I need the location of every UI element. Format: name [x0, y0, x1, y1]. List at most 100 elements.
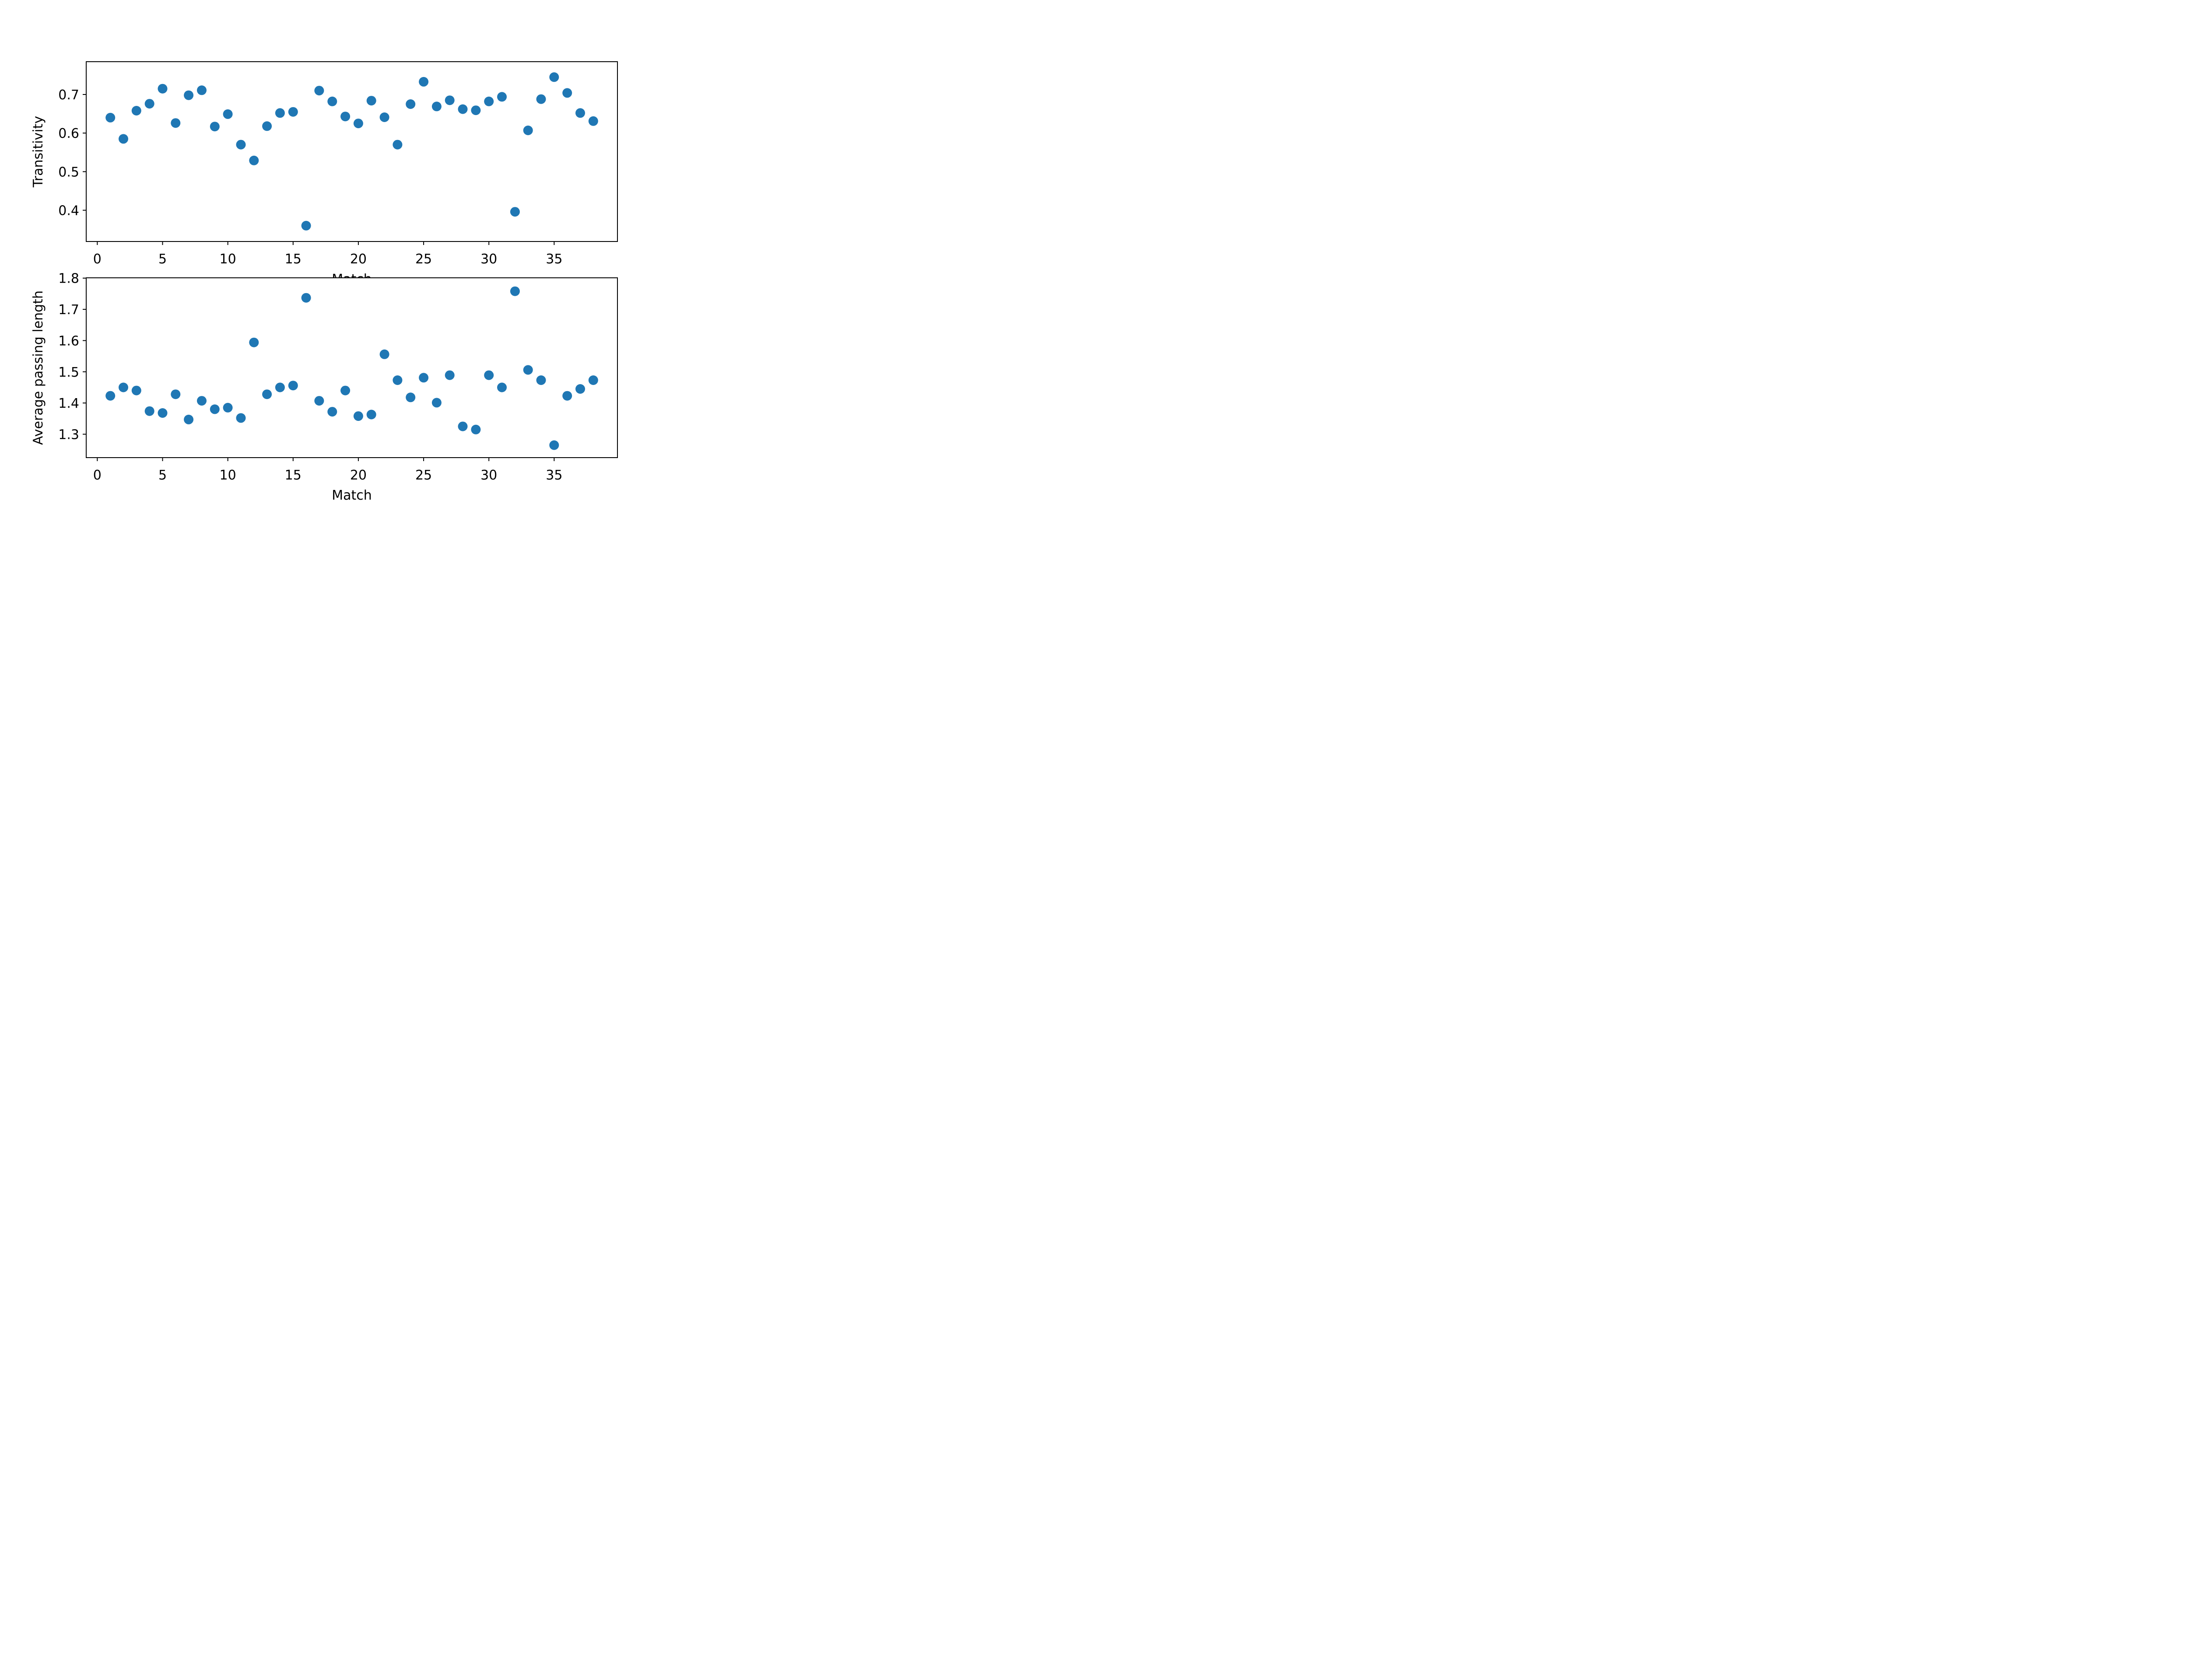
- passing-length-point-12: [249, 337, 259, 347]
- transitivity-point-33: [523, 126, 533, 135]
- passing-length-point-9: [210, 404, 220, 414]
- transitivity-point-38: [588, 116, 598, 126]
- passing-length-y-tick-label: 1.4: [58, 396, 79, 411]
- transitivity-point-7: [184, 90, 194, 100]
- passing-length-point-23: [393, 375, 403, 385]
- passing-length-points: [105, 286, 598, 450]
- transitivity-point-30: [484, 96, 494, 106]
- passing-length-y-axis-label: Average passing length: [31, 290, 46, 445]
- transitivity-x-tick-label: 10: [220, 252, 236, 267]
- transitivity-y-tick-label: 0.7: [58, 88, 79, 103]
- transitivity-point-22: [379, 112, 389, 122]
- transitivity-x-tick-label: 30: [480, 252, 497, 267]
- passing-length-point-25: [419, 373, 429, 383]
- passing-length-y-tick-label: 1.6: [58, 333, 79, 349]
- passing-length-x-tick-label: 20: [350, 468, 367, 483]
- passing-length-point-36: [562, 391, 572, 401]
- transitivity-y-tick-label: 0.6: [58, 126, 79, 141]
- passing-length-point-5: [158, 408, 168, 418]
- transitivity-point-37: [575, 108, 585, 118]
- transitivity-point-34: [536, 94, 546, 104]
- passing-length-y-tick-label: 1.5: [58, 365, 79, 380]
- transitivity-y-tick-label: 0.4: [58, 203, 79, 219]
- passing-length-point-13: [262, 389, 272, 399]
- transitivity-point-2: [119, 134, 128, 144]
- passing-length-point-8: [197, 396, 207, 406]
- transitivity-point-6: [171, 118, 181, 128]
- passing-length-x-ticks: 0 5 10 15 20 25 30 35: [93, 458, 562, 483]
- passing-length-y-ticks: 1.3 1.4 1.5 1.6 1.7 1.8: [58, 271, 86, 442]
- passing-length-point-27: [445, 370, 455, 380]
- transitivity-point-32: [510, 207, 520, 217]
- transitivity-points: [105, 72, 598, 231]
- transitivity-point-11: [236, 140, 246, 150]
- transitivity-point-18: [327, 96, 337, 106]
- passing-length-x-tick-label: 25: [415, 468, 432, 483]
- transitivity-point-8: [197, 85, 207, 95]
- passing-length-x-tick-label: 35: [546, 468, 562, 483]
- transitivity-y-tick-label: 0.5: [58, 164, 79, 180]
- passing-length-x-tick-label: 10: [220, 468, 236, 483]
- transitivity-x-ticks: 0 5 10 15 20 25 30 35: [93, 242, 562, 267]
- passing-length-x-tick-label: 15: [285, 468, 302, 483]
- passing-length-point-11: [236, 413, 246, 423]
- passing-length-point-31: [497, 382, 507, 392]
- transitivity-y-ticks: 0.4 0.5 0.6 0.7: [58, 88, 86, 219]
- transitivity-x-tick-label: 15: [285, 252, 302, 267]
- passing-length-point-30: [484, 370, 494, 380]
- transitivity-point-19: [340, 112, 351, 122]
- transitivity-point-26: [431, 102, 442, 112]
- passing-length-point-29: [471, 424, 481, 434]
- transitivity-x-tick-label: 20: [350, 252, 367, 267]
- transitivity-point-24: [406, 99, 416, 109]
- passing-length-x-tick-label: 30: [480, 468, 497, 483]
- transitivity-point-17: [314, 86, 324, 96]
- passing-length-point-3: [131, 385, 141, 396]
- transitivity-point-1: [105, 112, 116, 122]
- passing-length-point-1: [105, 391, 116, 401]
- transitivity-point-10: [223, 109, 233, 119]
- transitivity-x-tick-label: 25: [415, 252, 432, 267]
- passing-length-point-22: [379, 349, 389, 359]
- passing-length-point-7: [184, 414, 194, 424]
- passing-length-y-tick-label: 1.3: [58, 427, 79, 442]
- transitivity-point-9: [210, 122, 220, 132]
- passing-length-axes-frame: [86, 277, 618, 458]
- passing-length-point-34: [536, 375, 546, 385]
- transitivity-point-14: [275, 108, 285, 118]
- passing-length-point-18: [327, 407, 337, 417]
- transitivity-point-5: [158, 84, 168, 94]
- transitivity-x-tick-label: 0: [93, 252, 102, 267]
- transitivity-point-12: [249, 155, 259, 165]
- transitivity-point-16: [301, 220, 311, 231]
- transitivity-x-tick-label: 5: [158, 252, 167, 267]
- passing-length-point-10: [223, 402, 233, 413]
- passing-length-panel: 0 5 10 15 20 25 30 35 1.31.41.51.61.71.8 Match …: [31, 271, 618, 503]
- passing-length-point-20: [353, 411, 363, 421]
- transitivity-point-28: [458, 104, 468, 114]
- passing-length-point-33: [523, 365, 533, 375]
- passing-length-point-35: [549, 440, 559, 450]
- transitivity-point-23: [393, 140, 403, 150]
- passing-length-point-15: [288, 381, 298, 391]
- transitivity-point-27: [445, 95, 455, 105]
- transitivity-point-35: [549, 72, 559, 82]
- passing-length-point-38: [588, 375, 598, 385]
- passing-length-x-axis-label: Match: [332, 488, 372, 503]
- transitivity-point-21: [366, 96, 376, 106]
- passing-length-point-37: [575, 384, 585, 394]
- passing-length-point-28: [458, 421, 468, 431]
- transitivity-y-axis-label: Transitivity: [31, 116, 46, 188]
- transitivity-point-4: [144, 99, 154, 109]
- transitivity-point-29: [471, 105, 481, 116]
- transitivity-point-31: [497, 92, 507, 102]
- passing-length-point-4: [144, 406, 154, 416]
- transitivity-point-13: [262, 121, 272, 131]
- transitivity-point-3: [131, 106, 141, 116]
- passing-length-point-26: [431, 398, 442, 408]
- transitivity-point-15: [288, 107, 298, 117]
- passing-length-y-tick-label: 1.7: [58, 302, 79, 318]
- passing-length-point-32: [510, 286, 520, 296]
- passing-length-point-24: [406, 392, 416, 402]
